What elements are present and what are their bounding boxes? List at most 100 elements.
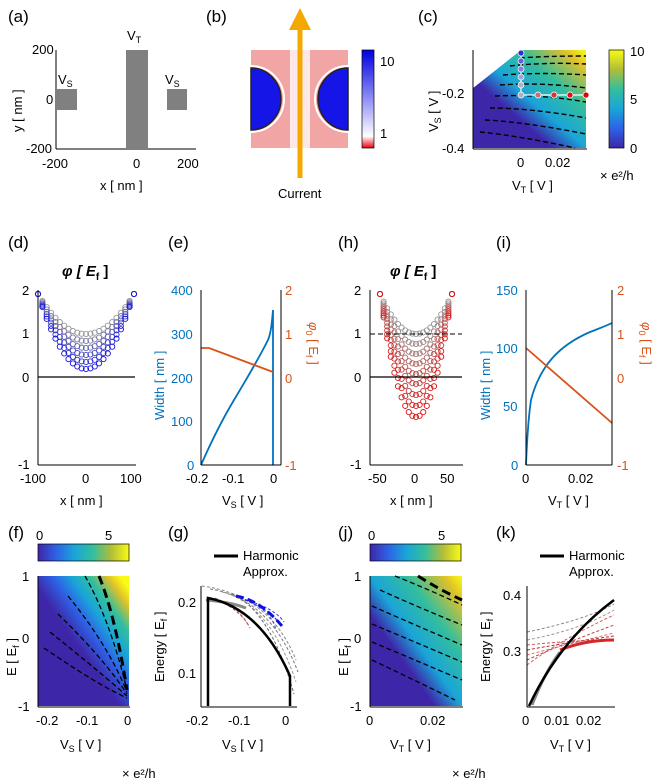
curve-marker — [43, 304, 50, 311]
i-rtick-2: 2 — [617, 283, 624, 298]
c-ytick-2: -0.4 — [442, 141, 464, 156]
f-ytick-m1: -1 — [18, 699, 30, 714]
j-xtick-2: 0.02 — [420, 713, 445, 728]
h-xtick-1: -50 — [368, 471, 387, 486]
curve-marker — [441, 335, 448, 342]
k-dashed-curves — [526, 603, 615, 666]
e-ytick-0: 0 — [187, 458, 194, 473]
curve-marker — [122, 311, 129, 318]
curve-marker — [409, 390, 416, 398]
panel-d: (d) φ [ Ef ] 2 1 0 -1 -100 0 100 x [ nm … — [8, 233, 142, 508]
curve-marker — [420, 358, 427, 365]
b-colorbar — [361, 49, 375, 149]
d-xtick-2: 0 — [82, 471, 89, 486]
c-xlabel: VT [ V ] — [512, 178, 553, 195]
curve-marker — [91, 363, 98, 370]
curve-marker — [409, 340, 416, 347]
curve-marker — [434, 316, 441, 323]
i-rtick-m1: -1 — [617, 458, 629, 473]
curve-marker — [117, 322, 124, 330]
curve-marker — [420, 348, 427, 355]
current-arrow-head-icon — [289, 8, 311, 30]
curve-marker — [384, 335, 391, 342]
top-gate — [126, 50, 148, 149]
curve-marker — [445, 312, 452, 319]
curve-marker — [445, 300, 452, 307]
b-cbar-tick-10: 10 — [380, 54, 394, 69]
e-ytick-100: 100 — [171, 414, 193, 429]
curve-marker — [405, 398, 412, 405]
curve-marker — [402, 336, 409, 343]
curve-marker — [96, 340, 103, 348]
e-ylabel-left: Width [ nm ] — [152, 351, 167, 420]
curve-marker — [398, 394, 405, 401]
d-ytick-0: 0 — [22, 370, 29, 385]
curve-marker — [430, 343, 438, 350]
i-xtick-2: 0.02 — [568, 471, 593, 486]
curve-marker — [391, 355, 398, 362]
panel-e: (e) 400 300 200 100 0 2 1 0 -1 -0.2 -0.1… — [152, 233, 321, 510]
curve-marker — [91, 356, 98, 363]
curve-marker — [416, 350, 423, 357]
curve-marker — [394, 374, 402, 382]
curve-marker — [43, 308, 50, 315]
e-ytick-400: 400 — [171, 283, 193, 298]
curve-marker — [52, 327, 59, 334]
g-xtick-1: -0.2 — [186, 713, 208, 728]
panel-i: (i) 150 100 50 0 2 1 0 -1 0 0.02 VT [ V … — [478, 233, 654, 510]
j-ylabel: E [ Ef ] — [336, 638, 353, 676]
curve-marker — [398, 366, 405, 373]
curve-marker — [87, 351, 94, 358]
curve-marker — [416, 390, 423, 398]
curve-marker — [412, 370, 420, 378]
e-ylabel-right: φ0 [ Ef ] — [304, 322, 321, 365]
curve-marker — [43, 311, 50, 318]
curve-marker — [445, 308, 452, 315]
curve-marker — [384, 327, 391, 334]
curve-marker — [434, 348, 441, 355]
curve-marker — [445, 304, 452, 311]
curve-marker — [380, 298, 387, 305]
curve-marker — [380, 306, 387, 313]
curve-marker — [391, 348, 398, 355]
curve-marker — [416, 401, 423, 408]
curve-marker — [430, 328, 438, 335]
f-ytick-1: 1 — [22, 569, 29, 584]
h-ytick-m1: -1 — [350, 457, 362, 472]
curve-marker — [52, 318, 59, 326]
curve-marker — [430, 374, 438, 382]
curve-marker — [420, 398, 427, 405]
curve-marker — [427, 358, 434, 365]
curve-marker — [387, 342, 394, 349]
curve-marker — [82, 344, 90, 352]
j-heatmap — [370, 576, 462, 706]
i-ytick-150: 150 — [496, 283, 518, 298]
k-legend-text: Harmonic — [569, 548, 625, 563]
h-xtick-3: 50 — [440, 471, 454, 486]
curve-marker — [427, 349, 434, 356]
curve-marker — [420, 387, 427, 395]
k-xlabel: VT [ V ] — [550, 737, 591, 754]
g-xtick-3: 0 — [282, 713, 289, 728]
curve-marker — [380, 304, 387, 311]
curve-marker — [117, 319, 124, 326]
curve-marker — [434, 342, 441, 349]
i-phi-line — [525, 347, 613, 424]
g-xlabel: VS [ V ] — [222, 737, 263, 754]
d-xtick-3: 100 — [120, 471, 142, 486]
curve-marker — [113, 323, 120, 330]
curve-marker — [380, 300, 387, 307]
a-ytick-1: 200 — [32, 42, 54, 57]
e-rtick-0: 0 — [285, 371, 292, 386]
curve-marker — [69, 347, 76, 354]
curve-marker — [445, 298, 452, 305]
k-xtick-2: 0.01 — [544, 713, 569, 728]
curve-marker — [427, 375, 434, 382]
curve-marker — [438, 353, 445, 360]
g-ylabel: Energy [ Ef ] — [152, 612, 169, 682]
curve-marker — [122, 308, 129, 315]
e-width-line — [200, 309, 274, 466]
i-ytick-50: 50 — [503, 399, 517, 414]
f-ylabel: E [ Ef ] — [4, 638, 21, 676]
panel-i-label: (i) — [496, 233, 511, 252]
